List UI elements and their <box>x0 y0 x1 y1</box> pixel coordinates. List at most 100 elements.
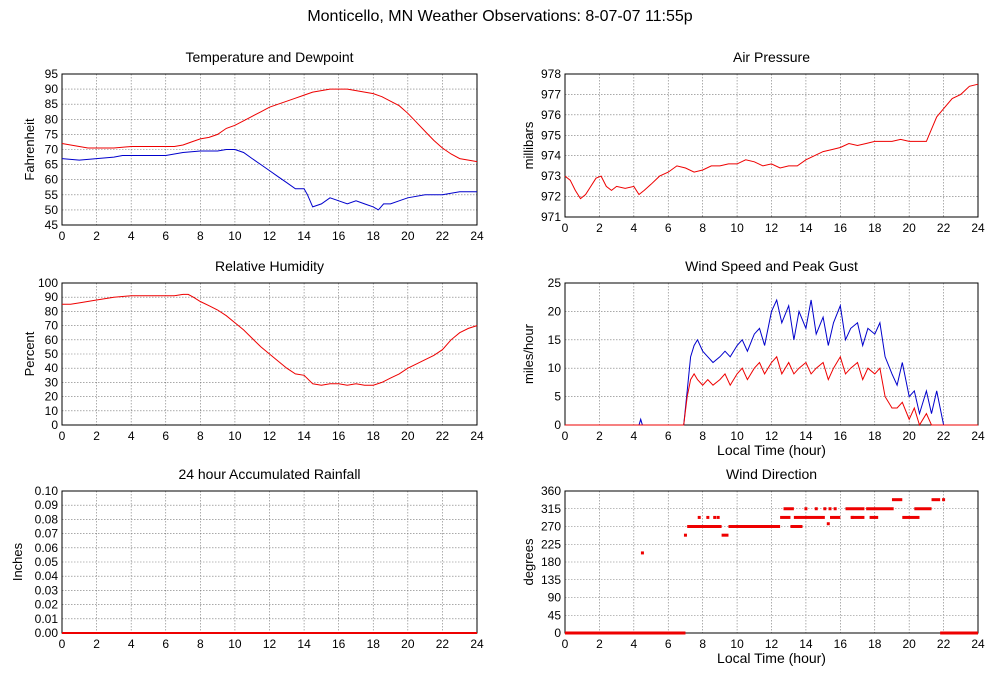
x-tick-label: 12 <box>263 229 277 243</box>
direction-segment <box>783 507 794 511</box>
x-tick-label: 8 <box>699 637 706 651</box>
y-tick-label: 95 <box>45 67 59 81</box>
x-tick-label: 12 <box>765 429 779 443</box>
x-tick-label: 10 <box>228 229 242 243</box>
y-tick-label: 974 <box>541 149 561 163</box>
y-tick-label: 973 <box>541 169 561 183</box>
x-tick-label: 8 <box>197 429 204 443</box>
direction-point <box>942 498 946 502</box>
y-tick-label: 971 <box>541 210 561 224</box>
x-tick-label: 6 <box>162 429 169 443</box>
x-tick-label: 12 <box>263 637 277 651</box>
series-line-0 <box>564 83 979 200</box>
plot-frame <box>564 490 979 634</box>
direction-point <box>640 551 644 555</box>
y-tick-label: 180 <box>541 555 561 569</box>
x-tick-label: 0 <box>562 429 569 443</box>
x-tick-label: 0 <box>562 221 569 235</box>
direction-segment <box>728 525 781 528</box>
x-tick-label: 16 <box>332 637 346 651</box>
y-tick-label: 50 <box>45 347 59 361</box>
y-tick-label: 5 <box>554 390 561 404</box>
direction-segment <box>721 533 729 537</box>
direction-point <box>828 507 832 511</box>
y-tick-label: 975 <box>541 128 561 142</box>
plot-frame <box>564 73 979 218</box>
direction-segment <box>869 515 879 519</box>
direction-point <box>814 507 818 511</box>
x-tick-label: 22 <box>436 229 450 243</box>
series-line-0 <box>61 88 478 163</box>
y-tick-label: 60 <box>45 173 59 187</box>
x-tick-label: 6 <box>162 229 169 243</box>
chart-title: Wind Direction <box>726 466 817 482</box>
x-tick-label: 10 <box>730 221 744 235</box>
x-tick-label: 4 <box>128 637 135 651</box>
x-tick-label: 22 <box>937 429 951 443</box>
y-tick-label: 976 <box>541 108 561 122</box>
y-tick-label: 60 <box>45 333 59 347</box>
direction-segment <box>780 515 791 519</box>
y-tick-label: 70 <box>45 319 59 333</box>
y-tick-label: 80 <box>45 304 59 318</box>
y-tick-label: 977 <box>541 87 561 101</box>
y-tick-label: 70 <box>45 143 59 157</box>
x-tick-label: 20 <box>401 429 415 443</box>
y-tick-label: 978 <box>541 67 561 81</box>
plot-frame <box>61 73 478 226</box>
x-tick-label: 24 <box>470 637 484 651</box>
y-tick-label: 0.04 <box>35 569 59 583</box>
y-tick-label: 25 <box>548 276 562 290</box>
x-tick-label: 16 <box>834 429 848 443</box>
direction-segment <box>902 515 920 519</box>
direction-point <box>804 507 808 511</box>
x-tick-label: 24 <box>971 221 985 235</box>
x-tick-label: 14 <box>297 429 311 443</box>
x-tick-label: 24 <box>470 429 484 443</box>
x-tick-label: 16 <box>332 429 346 443</box>
x-tick-label: 10 <box>730 637 744 651</box>
y-tick-label: 0.01 <box>35 612 59 626</box>
y-tick-label: 50 <box>45 203 59 217</box>
x-tick-label: 8 <box>699 221 706 235</box>
x-tick-label: 4 <box>128 429 135 443</box>
direction-point <box>713 515 717 519</box>
y-tick-label: 225 <box>541 537 561 551</box>
x-tick-label: 18 <box>868 221 882 235</box>
y-tick-label: 90 <box>548 591 562 605</box>
chart-title: Air Pressure <box>733 49 810 65</box>
y-tick-label: 0 <box>554 626 561 640</box>
x-tick-label: 22 <box>436 429 450 443</box>
x-tick-label: 22 <box>937 637 951 651</box>
x-tick-label: 2 <box>93 229 100 243</box>
x-tick-label: 22 <box>436 637 450 651</box>
direction-segment <box>565 631 686 635</box>
direction-segment <box>940 631 978 635</box>
y-axis-label: millibars <box>521 121 536 169</box>
x-tick-label: 6 <box>162 637 169 651</box>
x-tick-label: 4 <box>630 637 637 651</box>
x-tick-label: 18 <box>868 429 882 443</box>
x-tick-label: 4 <box>128 229 135 243</box>
y-tick-label: 65 <box>45 158 59 172</box>
x-tick-label: 8 <box>197 637 204 651</box>
x-tick-label: 2 <box>596 221 603 235</box>
x-tick-label: 10 <box>228 637 242 651</box>
y-tick-label: 85 <box>45 97 59 111</box>
x-tick-label: 14 <box>799 429 813 443</box>
x-tick-label: 6 <box>665 637 672 651</box>
y-tick-label: 0.06 <box>35 541 59 555</box>
x-tick-label: 10 <box>730 429 744 443</box>
series-line-0 <box>565 298 978 426</box>
direction-segment <box>790 525 803 528</box>
y-tick-label: 100 <box>38 276 58 290</box>
direction-segment <box>830 515 841 519</box>
y-tick-label: 20 <box>548 304 562 318</box>
direction-segment <box>891 498 903 502</box>
y-tick-label: 0 <box>51 418 58 432</box>
y-axis-label: Inches <box>10 542 25 581</box>
x-tick-label: 6 <box>665 429 672 443</box>
